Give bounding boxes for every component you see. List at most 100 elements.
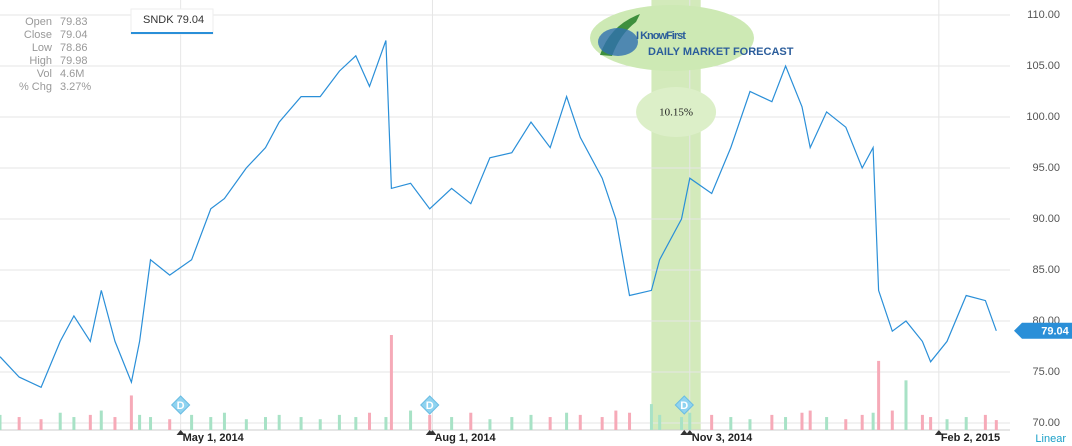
volume-bar [99, 410, 103, 430]
stat-label: Open [25, 16, 52, 28]
volume-bar [529, 414, 533, 430]
volume-bar [17, 417, 21, 430]
volume-bar [277, 414, 281, 430]
volume-bar [264, 417, 268, 430]
x-tick-label: Feb 2, 2015 [941, 432, 1000, 444]
y-tick-label: 110.00 [1027, 9, 1060, 21]
stat-label: % Chg [19, 81, 52, 93]
volume-bar [600, 417, 604, 430]
volume-bar [113, 417, 117, 430]
x-tick-label: Aug 1, 2014 [434, 432, 496, 444]
volume-bar [710, 414, 714, 430]
y-tick-label: 70.00 [1032, 417, 1060, 429]
volume-bar [409, 410, 413, 430]
scale-label: Linear [1035, 433, 1066, 445]
volume-bar [222, 412, 226, 430]
logo-title: I KnowFirst [636, 30, 686, 42]
event-label: D [426, 400, 434, 412]
volume-bar [548, 417, 552, 430]
volume-bar [983, 414, 987, 430]
volume-bar [384, 417, 388, 430]
volume-bar [628, 412, 632, 430]
stat-label: Vol [37, 68, 52, 80]
stat-label: Low [32, 42, 52, 54]
volume-bar [825, 417, 829, 430]
volume-bar [58, 412, 62, 430]
annotation-label: 10.15% [659, 107, 693, 119]
volume-bar [0, 414, 2, 430]
volume-bar [138, 414, 142, 430]
volume-bar [945, 419, 949, 430]
event-tick [176, 430, 185, 435]
event-marker [420, 395, 440, 415]
volume-bar [800, 412, 804, 430]
volume-bar [88, 414, 92, 430]
volume-bar [510, 417, 514, 430]
volume-bar [890, 410, 894, 430]
volume-bar [428, 414, 432, 430]
annotation-bubble [636, 87, 717, 137]
volume-bar [688, 412, 692, 430]
event-marker [170, 395, 191, 415]
stat-value: 78.86 [60, 42, 88, 54]
volume-bar [729, 417, 733, 430]
volume-bar [578, 414, 582, 430]
y-tick-label: 95.00 [1032, 162, 1060, 174]
volume-bar [149, 417, 153, 430]
logo-subtitle: DAILY MARKET FORECAST [648, 46, 794, 58]
y-tick-label: 100.00 [1026, 111, 1060, 123]
volume-bar [190, 414, 194, 430]
stat-label: Close [24, 29, 52, 41]
legend-name: SNDK [143, 14, 174, 26]
volume-bar [129, 395, 133, 430]
volume-bar [450, 417, 454, 430]
volume-bar [929, 417, 933, 430]
y-tick-label: 75.00 [1032, 366, 1060, 378]
volume-bar [469, 412, 473, 430]
volume-bar [904, 380, 908, 430]
last-value-tag [1014, 322, 1072, 339]
volume-bar [784, 417, 788, 430]
volume-bar [354, 417, 358, 430]
stat-value: 79.04 [60, 29, 88, 41]
x-tick-label: May 1, 2014 [183, 432, 245, 444]
volume-bar [168, 419, 172, 430]
volume-bar [614, 410, 618, 430]
event-label: D [680, 400, 688, 412]
volume-bar [994, 420, 998, 430]
volume-bar [209, 417, 213, 430]
price-line [0, 40, 997, 389]
stat-value: 79.98 [60, 55, 88, 67]
volume-bar [649, 404, 653, 430]
x-tick-label: Nov 3, 2014 [692, 432, 753, 444]
volume-bar [337, 414, 341, 430]
stat-value: 79.83 [60, 16, 88, 28]
volume-bar [565, 412, 569, 430]
volume-bar [871, 412, 875, 430]
legend-value: 79.04 [177, 14, 205, 26]
volume-bar [244, 419, 248, 430]
last-value-label: 79.04 [1041, 326, 1069, 338]
volume-bar [920, 414, 924, 430]
x-tick-mark [685, 430, 694, 435]
volume-bar [964, 417, 968, 430]
legend-entry: SNDK 79.04 [143, 14, 204, 26]
legend-box [130, 8, 214, 35]
y-tick-label: 105.00 [1026, 60, 1060, 72]
highlight-band [651, 0, 701, 430]
stat-value: 3.27% [60, 81, 91, 93]
event-marker [674, 395, 694, 415]
volume-bar [72, 417, 76, 430]
event-tick [680, 430, 689, 435]
logo-swoosh [598, 28, 638, 56]
volume-bar [318, 419, 322, 430]
volume-bar [299, 417, 303, 430]
volume-bar [39, 419, 43, 430]
volume-bar [658, 414, 662, 430]
volume-bar [748, 419, 752, 430]
event-tick [425, 430, 434, 435]
volume-bar [877, 360, 881, 430]
volume-bar [808, 410, 812, 430]
volume-bar [488, 419, 492, 430]
